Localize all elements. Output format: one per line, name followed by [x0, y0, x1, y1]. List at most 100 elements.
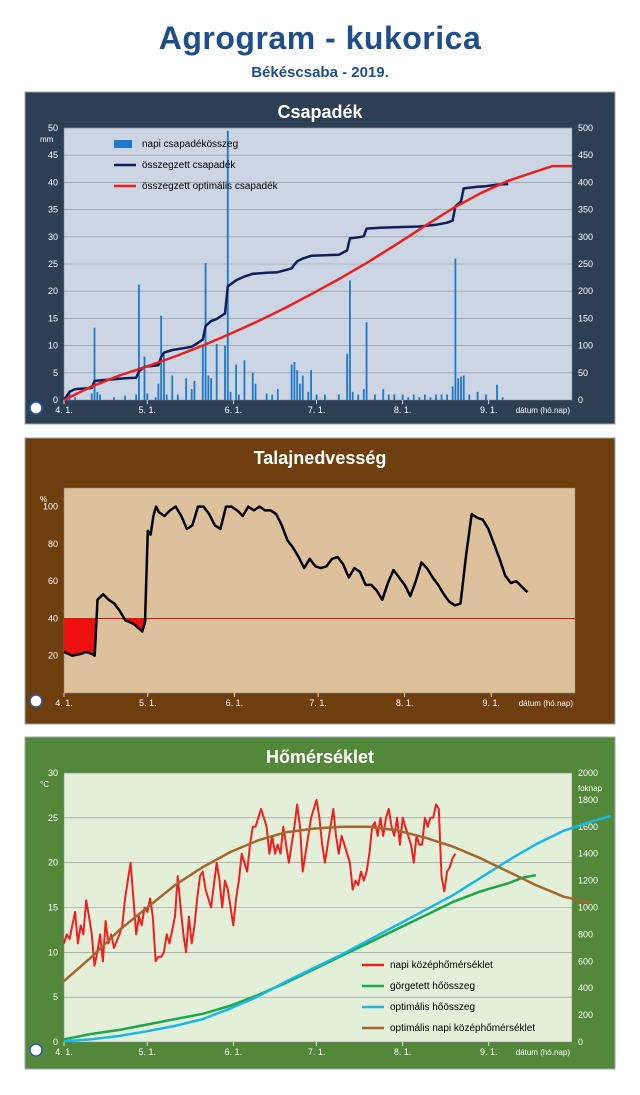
x-axis-label-temp: dátum (hó.nap): [516, 1048, 571, 1057]
precip-bar: [146, 393, 149, 400]
precip-bar: [324, 394, 326, 400]
precip-bar: [357, 394, 360, 400]
y2-tick-label-precip: 300: [578, 232, 593, 242]
precip-bar: [243, 360, 246, 400]
precip-bar: [143, 356, 146, 400]
precip-bar: [154, 397, 157, 400]
x-tick-label-precip: 5. 1.: [139, 405, 157, 415]
precip-bar: [501, 397, 504, 400]
y2-tick-label-temp: 600: [578, 956, 593, 966]
precip-bar: [457, 378, 460, 400]
y-tick-label-precip: 50: [48, 123, 58, 133]
precip-bar: [446, 394, 448, 400]
y-tick-label-precip: 40: [48, 177, 58, 187]
precip-bar: [468, 394, 471, 400]
y-tick-label-temp: 15: [48, 903, 58, 913]
y2-tick-label-temp: 800: [578, 929, 593, 939]
logo-icon-temp: [29, 1043, 43, 1057]
y-tick-label-precip: 45: [48, 150, 58, 160]
precip-bar: [462, 375, 465, 400]
series-line-optimális napi középhőmérséklet: [63, 825, 592, 982]
y-tick-label-temp: 0: [53, 1037, 58, 1047]
y2-tick-label-temp: 2000: [578, 768, 598, 778]
precip-bar: [237, 394, 240, 400]
x-tick-label-precip: 8. 1.: [394, 405, 412, 415]
y-axis-label-soil: %: [40, 495, 47, 504]
y2-tick-label-precip: 50: [578, 368, 588, 378]
legend-swatch: [114, 140, 132, 148]
x-tick-label-precip: 9. 1.: [480, 405, 498, 415]
precip-bar: [93, 327, 96, 400]
precip-bar: [310, 370, 312, 400]
precip-bar: [210, 378, 213, 400]
x-axis-label-soil: dátum (hó.nap): [519, 699, 574, 708]
y2-tick-label-precip: 0: [578, 395, 583, 405]
y2-tick-label-temp: 1600: [578, 822, 598, 832]
y2-tick-label-temp: 400: [578, 983, 593, 993]
chart-title-temp: Hőmérséklet: [266, 747, 374, 767]
precip-bar: [351, 391, 354, 400]
precip-bar: [382, 389, 385, 400]
precip-bar: [215, 343, 218, 400]
legend-label: összegzett optimális csapadék: [142, 181, 279, 192]
series-line-összegzett csapadék: [62, 182, 509, 401]
precip-bar: [387, 394, 390, 400]
precip-bar: [265, 393, 268, 400]
legend-label: összegzett csapadék: [142, 160, 236, 171]
plot-area-soil: [63, 487, 576, 694]
precip-bar: [315, 394, 318, 400]
precip-bar: [362, 389, 365, 400]
precip-bar: [301, 375, 304, 400]
precip-bar: [251, 372, 254, 400]
y2-tick-label-precip: 400: [578, 177, 593, 187]
precip-bar: [171, 375, 174, 400]
x-tick-label-soil: 7. 1.: [309, 698, 327, 708]
series-line-görgetett hőösszeg: [63, 873, 537, 1041]
y-axis-label-precip: mm: [40, 135, 54, 144]
logo-icon-precip: [29, 401, 43, 415]
page-subtitle: Békéscsaba - 2019.: [251, 64, 389, 81]
y-tick-label-temp: 5: [53, 992, 58, 1002]
precip-bar: [393, 394, 396, 400]
precip-bar: [229, 391, 232, 400]
y-tick-label-precip: 5: [53, 368, 58, 378]
precip-bar: [74, 397, 77, 400]
legend-label: görgetett hőösszeg: [390, 981, 475, 992]
y2-tick-label-precip: 350: [578, 205, 593, 215]
precip-bar: [90, 393, 93, 400]
y-axis-label-temp: °C: [40, 780, 49, 789]
precip-bar: [224, 345, 226, 400]
y2-tick-label-temp: 1000: [578, 903, 598, 913]
precip-bar: [226, 130, 229, 400]
x-tick-label-soil: 8. 1.: [396, 698, 414, 708]
precip-bar: [99, 394, 101, 400]
x-tick-label-temp: 7. 1.: [308, 1047, 326, 1057]
x-tick-label-temp: 5. 1.: [139, 1047, 157, 1057]
series-line-napi középhőmérséklet: [63, 798, 457, 967]
precip-bar: [290, 364, 293, 400]
precip-bar: [346, 353, 349, 400]
y2-tick-label-precip: 450: [578, 150, 593, 160]
series-line-optimális hőösszeg: [63, 814, 612, 1043]
x-tick-label-temp: 4. 1.: [55, 1047, 73, 1057]
legend-label: napi középhőmérséklet: [390, 960, 493, 971]
logo-icon-soil: [29, 694, 43, 708]
precip-bar: [293, 361, 296, 400]
precip-bar: [138, 284, 140, 400]
precip-bar: [440, 394, 443, 400]
y2-tick-label-temp: 0: [578, 1037, 583, 1047]
y2-tick-label-precip: 250: [578, 259, 593, 269]
precip-bar: [254, 383, 257, 400]
precip-bar: [201, 345, 204, 400]
y-tick-label-precip: 35: [48, 205, 58, 215]
y2-tick-label-temp: 200: [578, 1010, 593, 1020]
y2-tick-label-precip: 150: [578, 313, 593, 323]
precip-bar: [113, 397, 115, 400]
y2-tick-label-temp: 1200: [578, 876, 598, 886]
precip-bar: [207, 375, 210, 400]
y2-tick-label-temp: 1400: [578, 849, 598, 859]
y-tick-label-soil: 80: [48, 539, 58, 549]
y-tick-label-soil: 100: [43, 502, 58, 512]
x-tick-label-temp: 9. 1.: [480, 1047, 498, 1057]
